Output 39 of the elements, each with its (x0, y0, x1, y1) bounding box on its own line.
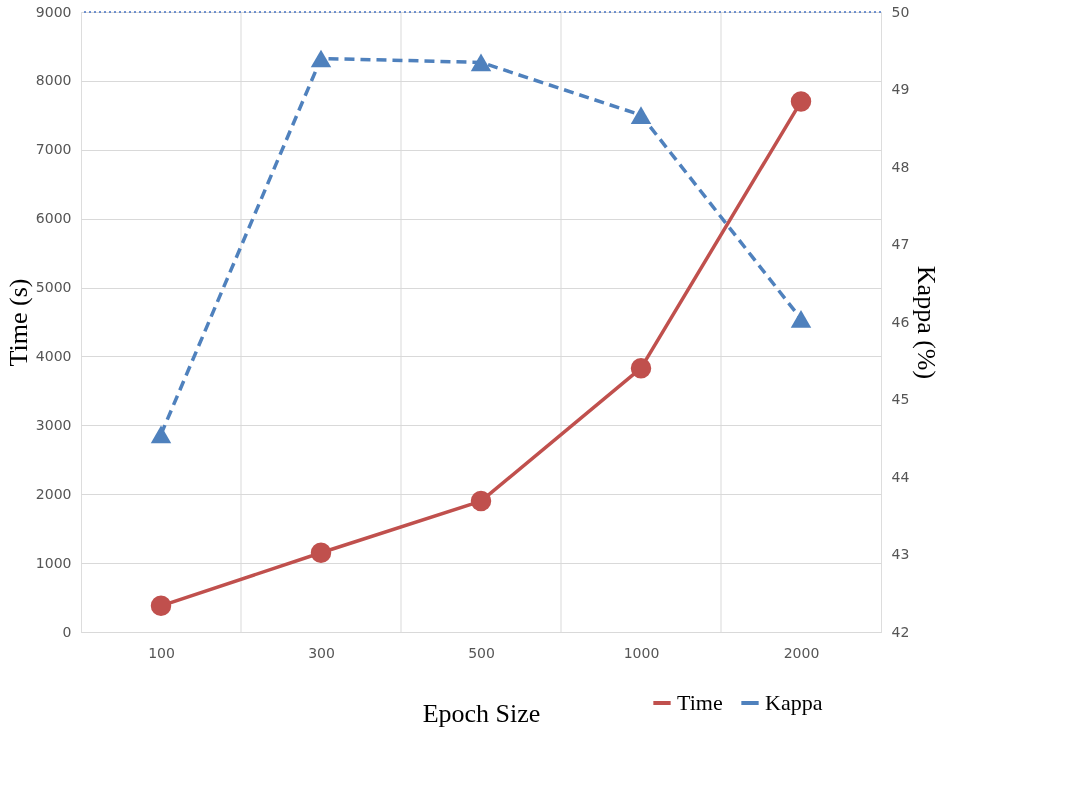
x-tick-label: 300 (308, 644, 335, 661)
x-tick-label: 100 (148, 644, 175, 661)
y2-tick-label: 43 (891, 546, 910, 562)
y-tick-label: 8000 (35, 72, 72, 89)
point (630, 357, 652, 379)
point (470, 53, 492, 72)
y-tick-label: 7000 (35, 141, 72, 158)
y2-axis-title: Kappa (%) (912, 265, 942, 380)
x-tick-label: 500 (468, 644, 495, 661)
y2-tick-label: 45 (891, 391, 910, 407)
y-tick-label: 4000 (35, 347, 72, 364)
y-tick-label: 9000 (35, 3, 72, 20)
y2-tick-label: 50 (891, 3, 910, 20)
y2-tick-label: 48 (891, 158, 910, 175)
y-tick-label: 0 (62, 623, 72, 640)
y-tick-label: 1000 (35, 554, 72, 571)
point (150, 425, 172, 444)
point (310, 542, 332, 563)
x-axis-title: Epoch Size (422, 698, 541, 728)
x-tick-label: 2000 (783, 644, 820, 661)
point (790, 310, 812, 328)
y2-tick-label: 44 (891, 468, 910, 485)
y-tick-label: 6000 (35, 210, 72, 227)
point (150, 595, 172, 617)
x-tick-label: 1000 (623, 644, 660, 661)
legend-label: Kappa (765, 690, 823, 715)
y2-tick-label: 49 (891, 81, 910, 97)
point (310, 49, 332, 68)
y-tick-label: 3000 (35, 416, 72, 433)
point (630, 106, 652, 124)
legend-label: Time (677, 690, 723, 715)
y-tick-label: 2000 (35, 485, 72, 502)
y-tick-label: 5000 (35, 279, 72, 296)
point (470, 490, 492, 512)
y2-tick-label: 47 (891, 236, 910, 252)
y2-tick-label: 46 (891, 313, 910, 330)
y-axis-title: Time (s) (3, 278, 33, 367)
y2-tick-label: 42 (891, 623, 910, 640)
point (790, 91, 812, 112)
